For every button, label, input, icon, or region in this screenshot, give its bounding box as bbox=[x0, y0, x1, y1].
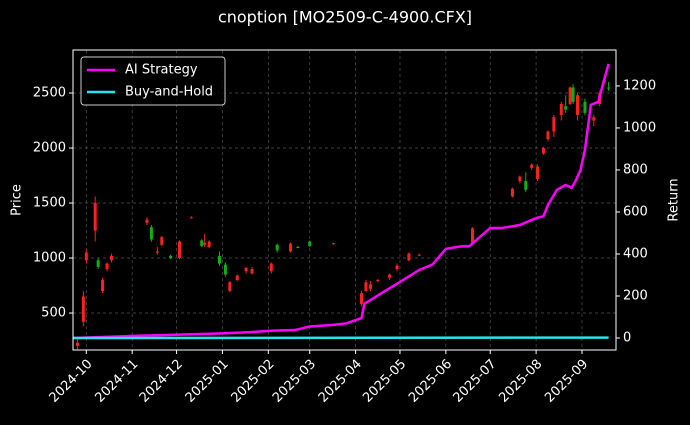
legend-label: Buy-and-Hold bbox=[125, 85, 213, 100]
candle-body bbox=[106, 264, 109, 270]
candle-body bbox=[82, 297, 85, 322]
y-tick-label: 1500 bbox=[33, 196, 66, 211]
y2-axis-label: Return bbox=[667, 178, 682, 221]
candle-body bbox=[569, 88, 572, 105]
candle-body bbox=[418, 255, 421, 256]
candle-body bbox=[110, 256, 113, 260]
candle-body bbox=[536, 167, 539, 179]
candle-body bbox=[203, 243, 206, 245]
candle-body bbox=[572, 88, 575, 102]
y2-tick-label: 1200 bbox=[623, 78, 656, 93]
y-tick-label: 2000 bbox=[33, 141, 66, 156]
candle-body bbox=[564, 106, 567, 109]
chart-title: cnoption [MO2509-C-4900.CFX] bbox=[218, 8, 472, 27]
candle-body bbox=[85, 253, 88, 261]
legend-label: AI Strategy bbox=[125, 63, 198, 78]
candle-body bbox=[208, 242, 211, 248]
candle-body bbox=[276, 245, 279, 251]
candle-body bbox=[518, 177, 521, 181]
candle-body bbox=[224, 265, 227, 275]
candle-body bbox=[190, 217, 193, 218]
candle-body bbox=[560, 104, 563, 115]
y2-tick-label: 1000 bbox=[623, 120, 656, 135]
candle-body bbox=[76, 343, 79, 346]
candle-body bbox=[178, 242, 181, 259]
candle-body bbox=[94, 203, 97, 231]
y2-tick-label: 0 bbox=[623, 331, 631, 346]
candle-body bbox=[546, 132, 549, 140]
candle-body bbox=[388, 275, 391, 278]
y2-tick-label: 800 bbox=[623, 162, 648, 177]
candle-body bbox=[308, 242, 311, 246]
candle-body bbox=[251, 269, 254, 273]
candle-body bbox=[289, 244, 292, 252]
candle-body bbox=[376, 280, 379, 281]
candle-body bbox=[607, 88, 610, 89]
candle-body bbox=[145, 220, 148, 223]
y-tick-label: 500 bbox=[41, 306, 66, 321]
candle-body bbox=[407, 254, 410, 261]
candle-body bbox=[552, 117, 555, 131]
y-tick-label: 1000 bbox=[33, 251, 66, 266]
candle-body bbox=[97, 260, 100, 267]
candle-body bbox=[530, 165, 533, 168]
candle-body bbox=[396, 266, 399, 269]
y-axis-label: Price bbox=[10, 184, 25, 216]
candle-body bbox=[542, 148, 545, 154]
candle-body bbox=[236, 276, 239, 280]
y2-tick-label: 200 bbox=[623, 289, 648, 304]
candle-body bbox=[576, 95, 579, 115]
candle-body bbox=[360, 293, 363, 304]
candle-body bbox=[160, 237, 163, 245]
candle-body bbox=[296, 247, 299, 248]
candle-body bbox=[228, 282, 231, 291]
candle-body bbox=[583, 102, 586, 113]
candle-body bbox=[169, 256, 172, 258]
candle-body bbox=[101, 280, 104, 291]
candle-body bbox=[592, 117, 595, 120]
candle-body bbox=[200, 240, 203, 246]
y2-tick-label: 400 bbox=[623, 246, 648, 261]
candle-body bbox=[471, 228, 474, 242]
candle-body bbox=[369, 284, 372, 288]
candle-body bbox=[150, 227, 153, 239]
candle-body bbox=[364, 282, 367, 291]
candle-body bbox=[524, 181, 527, 190]
y2-tick-label: 600 bbox=[623, 204, 648, 219]
candle-body bbox=[218, 256, 221, 264]
candle-body bbox=[156, 251, 159, 252]
candle-body bbox=[332, 243, 335, 244]
y-tick-label: 2500 bbox=[33, 86, 66, 101]
candle-body bbox=[270, 264, 273, 272]
candle-body bbox=[245, 268, 248, 271]
candle-body bbox=[511, 189, 514, 197]
